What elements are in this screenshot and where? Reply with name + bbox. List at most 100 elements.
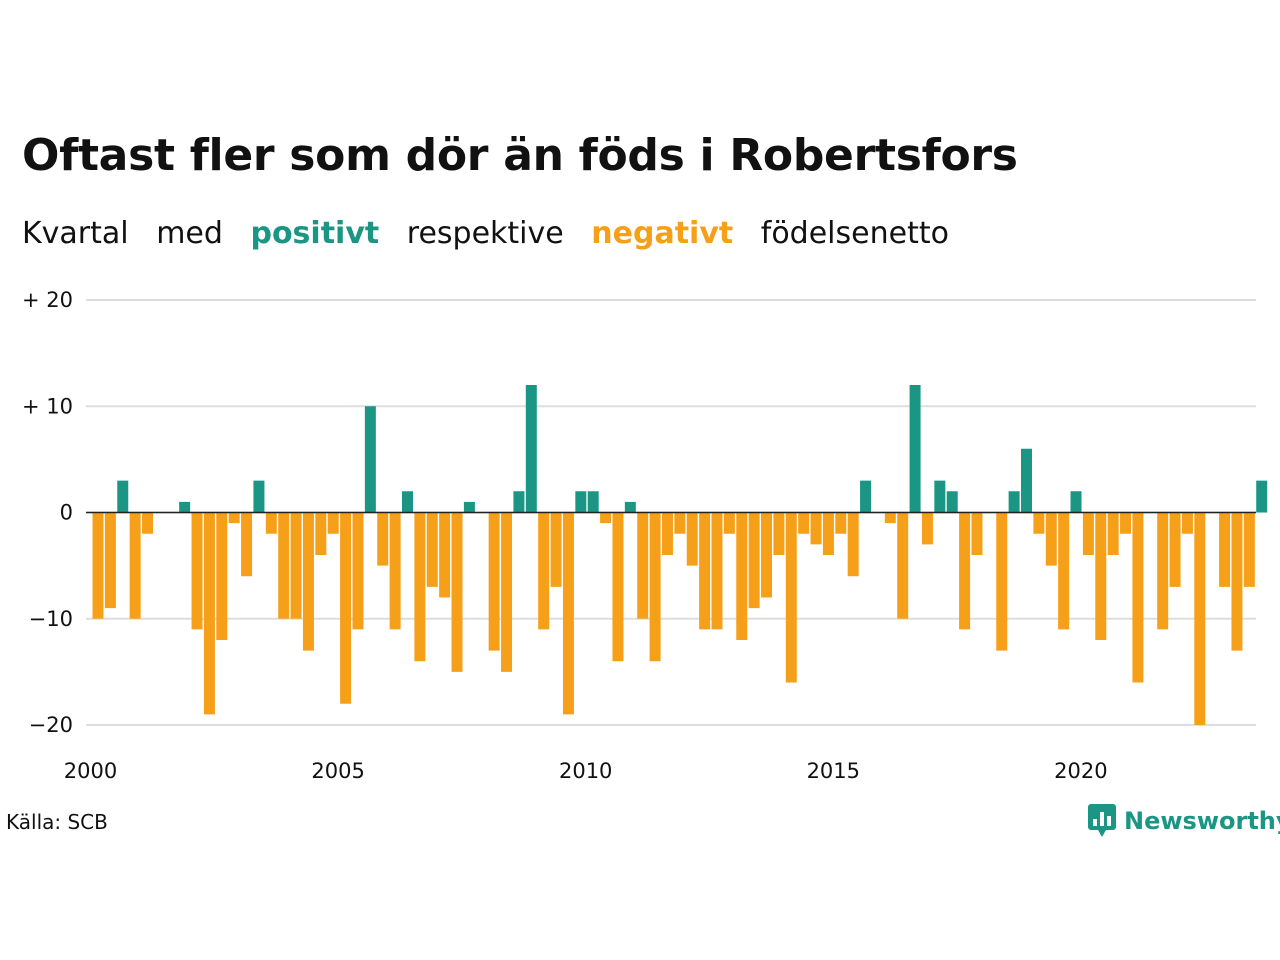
bar-quarter-51 bbox=[723, 512, 735, 534]
bar-quarter-48 bbox=[686, 512, 698, 566]
bar-quarter-33 bbox=[501, 512, 513, 672]
bar-quarter-15 bbox=[278, 512, 290, 619]
newsworthy-logo-icon bbox=[1088, 804, 1116, 837]
bar-quarter-57 bbox=[798, 512, 810, 534]
bar-quarter-21 bbox=[352, 512, 364, 630]
bar-quarter-67 bbox=[921, 512, 933, 545]
bar-quarter-3 bbox=[129, 512, 141, 619]
bar-quarter-12 bbox=[241, 512, 253, 577]
newsworthy-logo-text: Newsworthy bbox=[1124, 807, 1280, 835]
bar-quarter-74 bbox=[1008, 491, 1020, 513]
subtitle-word-respektive: respektive bbox=[406, 216, 564, 251]
bar-quarter-56 bbox=[785, 512, 797, 683]
bar-quarter-7 bbox=[179, 501, 191, 513]
subtitle-word-med: med bbox=[156, 216, 223, 251]
bar-quarter-75 bbox=[1021, 448, 1032, 513]
bar-quarter-54 bbox=[761, 512, 773, 598]
birth-net-bar-chart: + 20 + 10 0 −10 −20 2000 2005 2010 2015 2020 bbox=[22, 288, 1268, 783]
bar-quarter-84 bbox=[1132, 512, 1144, 683]
y-tick-label: + 10 bbox=[22, 394, 73, 418]
bar-quarter-26 bbox=[414, 512, 426, 662]
bar-quarter-70 bbox=[959, 512, 971, 630]
bar-quarter-10 bbox=[216, 512, 228, 640]
bar-quarter-4 bbox=[142, 512, 154, 534]
bar-quarter-18 bbox=[315, 512, 327, 555]
bar-quarter-79 bbox=[1070, 491, 1082, 513]
bar-quarter-43 bbox=[624, 501, 636, 513]
x-tick-label: 2020 bbox=[1054, 759, 1107, 783]
legend-positive-label: positivt bbox=[250, 216, 380, 251]
y-tick-label: 0 bbox=[60, 501, 73, 525]
bar-quarter-46 bbox=[661, 512, 673, 555]
bar-quarter-37 bbox=[550, 512, 562, 587]
bar-quarter-82 bbox=[1107, 512, 1119, 555]
bar-quarter-14 bbox=[265, 512, 277, 534]
bar-quarter-81 bbox=[1095, 512, 1107, 640]
bar-quarter-94 bbox=[1256, 480, 1268, 513]
bar-quarter-35 bbox=[525, 385, 537, 513]
bar-quarter-16 bbox=[290, 512, 302, 619]
bar-quarter-87 bbox=[1169, 512, 1181, 587]
bar-quarter-19 bbox=[327, 512, 339, 534]
y-tick-label: + 20 bbox=[22, 288, 73, 312]
bar-quarter-64 bbox=[884, 512, 896, 524]
legend-negative-label: negativt bbox=[591, 216, 734, 251]
y-tick-label: −20 bbox=[29, 713, 73, 737]
bar-quarter-11 bbox=[228, 512, 240, 524]
bar-quarter-23 bbox=[377, 512, 389, 566]
bar-quarter-42 bbox=[612, 512, 624, 662]
bar-quarter-78 bbox=[1058, 512, 1070, 630]
source-note: Källa: SCB bbox=[6, 810, 108, 834]
bar-quarter-32 bbox=[488, 512, 500, 651]
bar-quarter-65 bbox=[897, 512, 909, 619]
subtitle-word-fodelsenetto: födelsenetto bbox=[760, 216, 949, 251]
bar-quarter-8 bbox=[191, 512, 203, 630]
bar-quarter-34 bbox=[513, 491, 525, 513]
bar-quarter-66 bbox=[909, 385, 921, 513]
bar-quarter-50 bbox=[711, 512, 723, 630]
bar-quarter-92 bbox=[1231, 512, 1243, 651]
x-tick-label: 2005 bbox=[311, 759, 364, 783]
bar-quarter-45 bbox=[649, 512, 661, 662]
bar-quarter-25 bbox=[402, 491, 413, 513]
bar-quarter-80 bbox=[1082, 512, 1094, 555]
bar-quarter-58 bbox=[810, 512, 822, 545]
bar-quarter-27 bbox=[426, 512, 438, 587]
bar-quarter-93 bbox=[1243, 512, 1255, 587]
newsworthy-logo: Newsworthy bbox=[1088, 804, 1280, 838]
bar-quarter-9 bbox=[203, 512, 215, 715]
bar-quarter-71 bbox=[971, 512, 983, 555]
bar-quarter-61 bbox=[847, 512, 859, 577]
bar-quarter-40 bbox=[587, 491, 599, 513]
bar-quarter-0 bbox=[92, 512, 104, 619]
y-tick-label: −10 bbox=[29, 607, 73, 631]
bar-quarter-52 bbox=[736, 512, 748, 640]
x-tick-label: 2015 bbox=[807, 759, 860, 783]
x-tick-label: 2010 bbox=[559, 759, 612, 783]
bar-quarter-29 bbox=[451, 512, 463, 672]
bar-quarter-91 bbox=[1219, 512, 1231, 587]
bar-quarter-22 bbox=[364, 406, 376, 513]
bar-quarter-24 bbox=[389, 512, 401, 630]
bar-quarter-53 bbox=[748, 512, 760, 609]
bar-quarter-39 bbox=[575, 491, 587, 513]
bar-quarter-47 bbox=[674, 512, 686, 534]
chart-title: Oftast fler som dör än föds i Robertsfor… bbox=[22, 130, 1018, 181]
bar-quarter-59 bbox=[822, 512, 834, 555]
bar-quarter-55 bbox=[773, 512, 785, 555]
bar-quarter-28 bbox=[439, 512, 451, 598]
bar-quarter-2 bbox=[117, 480, 129, 513]
bar-quarter-44 bbox=[637, 512, 649, 619]
subtitle-word-kvartal: Kvartal bbox=[22, 216, 129, 251]
bar-quarter-20 bbox=[340, 512, 352, 704]
bar-quarter-38 bbox=[562, 512, 574, 715]
bar-quarter-88 bbox=[1181, 512, 1193, 534]
bar-quarter-1 bbox=[104, 512, 116, 609]
bar-quarter-36 bbox=[538, 512, 550, 630]
bar-quarter-86 bbox=[1157, 512, 1169, 630]
bar-quarter-77 bbox=[1045, 512, 1057, 566]
bar-quarter-13 bbox=[253, 480, 265, 513]
x-tick-label: 2000 bbox=[64, 759, 117, 783]
bar-quarter-17 bbox=[302, 512, 314, 651]
bar-quarter-41 bbox=[600, 512, 612, 524]
